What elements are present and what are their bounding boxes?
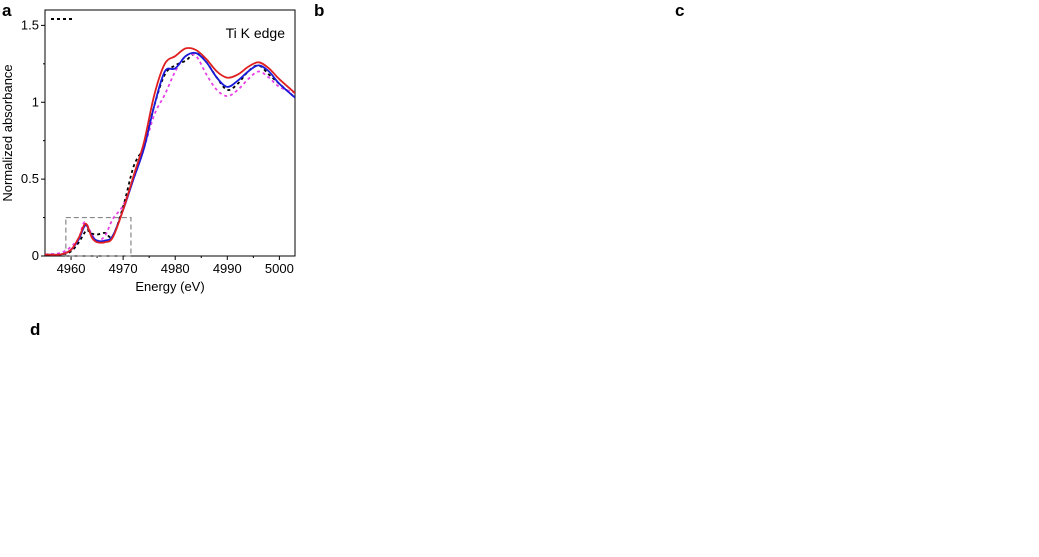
- y-axis-label: Normalized absorbance: [0, 64, 15, 201]
- zoom-box: [65, 216, 132, 257]
- plot-frame: [44, 9, 296, 257]
- y-tick-label: 0.5: [21, 171, 39, 186]
- x-tick-label: 4980: [161, 261, 190, 276]
- y-tick-label: 0: [32, 248, 39, 263]
- chart-a: 4960 4970 4980 4990 5000 0 0.5 1 1.5 Energy (eV) N…: [0, 9, 296, 294]
- series-line-snti-fe2o3: [45, 47, 295, 256]
- panel-label-c: c: [675, 1, 684, 20]
- y-tick-label: 1: [32, 94, 39, 109]
- x-tick-label: 5000: [265, 261, 294, 276]
- series-line-ti-fe2o3: [45, 51, 295, 256]
- x-tick-label: 4970: [109, 261, 138, 276]
- panel-label-d: d: [30, 320, 40, 339]
- x-tick-label: 4990: [213, 261, 242, 276]
- panel-label-b: b: [314, 1, 324, 20]
- series-line-rutile-tio2: [45, 52, 295, 256]
- x-axis-label: Energy (eV): [135, 279, 204, 294]
- y-tick-label: 1.5: [21, 17, 39, 32]
- panel-label-a: a: [2, 1, 12, 20]
- x-tick-label: 4960: [57, 261, 86, 276]
- series-line-fetio3: [45, 53, 295, 256]
- chart-title: Ti K edge: [226, 25, 286, 41]
